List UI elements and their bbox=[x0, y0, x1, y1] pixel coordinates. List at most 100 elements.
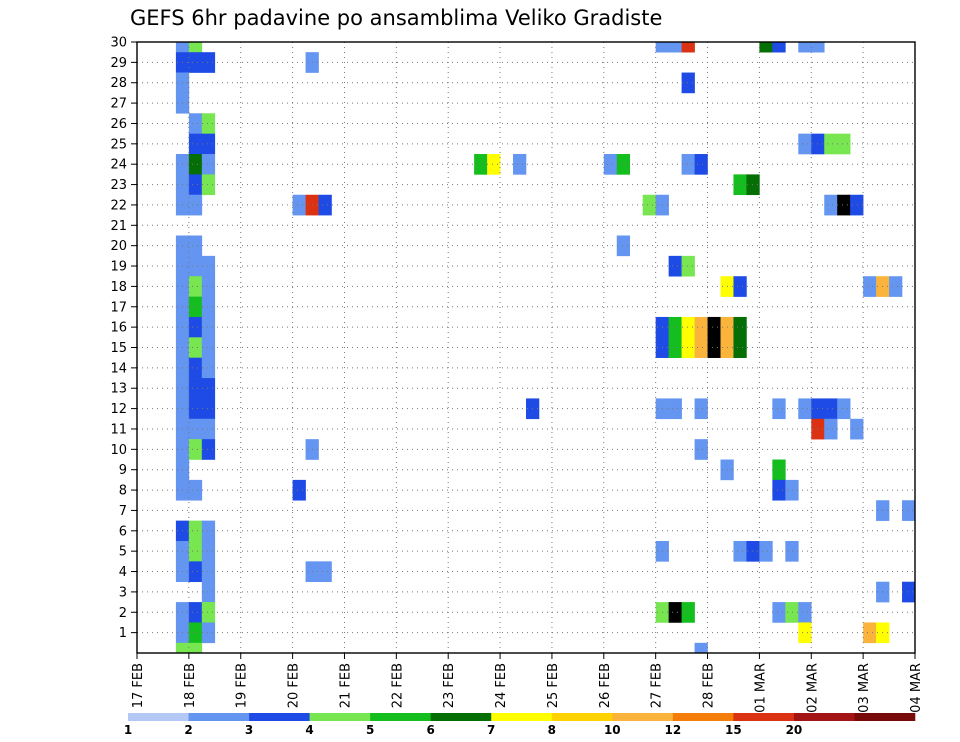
y-tick-label: 22 bbox=[110, 198, 127, 213]
heatmap-cell bbox=[681, 154, 695, 175]
heatmap-cell bbox=[798, 602, 812, 623]
heatmap-cell bbox=[201, 296, 216, 318]
heatmap-cell bbox=[188, 296, 203, 318]
x-tick-label: 18 FEB bbox=[183, 663, 198, 708]
heatmap-cell bbox=[188, 42, 203, 53]
y-tick-label: 30 bbox=[110, 36, 127, 51]
heatmap-cell bbox=[668, 316, 682, 338]
heatmap-cell bbox=[318, 194, 332, 216]
legend-swatch bbox=[370, 713, 431, 721]
heatmap-cell bbox=[681, 316, 695, 338]
x-tick-label: 17 FEB bbox=[131, 663, 146, 708]
y-tick-label: 26 bbox=[110, 117, 127, 132]
heatmap-cell bbox=[603, 154, 618, 175]
heatmap-cell bbox=[772, 459, 786, 481]
heatmap-cell bbox=[487, 154, 501, 175]
heatmap-cell bbox=[668, 398, 682, 420]
legend-label: 3 bbox=[245, 723, 253, 737]
y-tick-label: 5 bbox=[119, 545, 127, 560]
heatmap-cell bbox=[201, 540, 216, 562]
x-tick-label: 26 FEB bbox=[598, 663, 613, 708]
heatmap-cell bbox=[811, 42, 825, 53]
heatmap-cell bbox=[759, 42, 773, 53]
y-tick-label: 25 bbox=[110, 137, 127, 152]
heatmap-cell bbox=[798, 42, 812, 53]
heatmap-cell bbox=[850, 194, 864, 216]
heatmap-cell bbox=[733, 174, 747, 196]
heatmap-cell bbox=[694, 439, 708, 460]
heatmap-cell bbox=[785, 540, 799, 562]
heatmap-cell bbox=[694, 398, 708, 420]
x-tick-label: 21 FEB bbox=[338, 663, 353, 708]
heatmap-cell bbox=[318, 561, 332, 583]
heatmap-cell bbox=[668, 602, 682, 623]
heatmap-cell bbox=[201, 316, 216, 338]
x-tick-label: 24 FEB bbox=[494, 663, 509, 708]
x-tick-label: 04 MAR bbox=[909, 663, 924, 713]
heatmap-cell bbox=[201, 52, 216, 73]
chart-title: GEFS 6hr padavine po ansamblima Veliko G… bbox=[130, 6, 662, 30]
heatmap-cell bbox=[668, 337, 682, 358]
heatmap-cell bbox=[201, 378, 216, 399]
legend-label: 1 bbox=[124, 723, 132, 737]
x-tick-label: 01 MAR bbox=[753, 663, 768, 713]
legend-swatch bbox=[672, 713, 734, 721]
y-tick-label: 15 bbox=[110, 341, 127, 356]
heatmap-cell bbox=[694, 337, 708, 358]
heatmap-cell bbox=[201, 154, 216, 175]
heatmap-cell bbox=[681, 72, 695, 94]
heatmap-cell bbox=[188, 479, 203, 501]
heatmap-cell bbox=[694, 316, 708, 338]
heatmap-cell bbox=[681, 337, 695, 358]
heatmap-cell bbox=[772, 398, 786, 420]
heatmap-cell bbox=[863, 276, 877, 297]
heatmap-cell bbox=[188, 235, 203, 257]
heatmap-cell bbox=[798, 622, 812, 644]
heatmap-cell bbox=[188, 52, 203, 73]
heatmap-cell bbox=[785, 479, 799, 501]
heatmap-cell bbox=[694, 154, 708, 175]
legend-swatch bbox=[612, 713, 674, 721]
y-tick-label: 9 bbox=[119, 463, 127, 478]
y-tick-label: 4 bbox=[119, 565, 127, 580]
heatmap-cell bbox=[902, 581, 916, 603]
heatmap-cell bbox=[201, 113, 216, 134]
heatmap-cell bbox=[733, 540, 747, 562]
heatmap-cell bbox=[188, 357, 203, 379]
heatmap-cell bbox=[798, 133, 812, 155]
legend-label: 20 bbox=[786, 723, 803, 737]
heatmap-cell bbox=[759, 540, 773, 562]
heatmap-cell bbox=[824, 133, 838, 155]
x-tick-label: 02 MAR bbox=[805, 663, 820, 713]
heatmap-cell bbox=[474, 154, 488, 175]
heatmap-cell bbox=[188, 642, 203, 654]
legend-label: 7 bbox=[487, 723, 495, 737]
heatmap-cell bbox=[201, 622, 216, 644]
heatmap-cell bbox=[733, 276, 747, 297]
y-axis: 1234567891011121314151617181920212223242… bbox=[110, 36, 137, 641]
heatmap-cell bbox=[201, 174, 216, 196]
heatmap-cell bbox=[201, 133, 216, 155]
legend: 1 2 3 4 5 6 7 8 10 12 15 20 bbox=[124, 713, 916, 737]
heatmap-cell bbox=[188, 194, 203, 216]
x-tick-label: 19 FEB bbox=[235, 663, 250, 708]
legend-label: 2 bbox=[184, 723, 192, 737]
heatmap-cell bbox=[798, 398, 812, 420]
heatmap-cell bbox=[772, 602, 786, 623]
x-tick-label: 03 MAR bbox=[857, 663, 872, 713]
heatmap-cell bbox=[863, 622, 877, 644]
x-tick-label: 20 FEB bbox=[287, 663, 302, 708]
x-tick-label: 23 FEB bbox=[442, 663, 457, 708]
heatmap-cell bbox=[201, 561, 216, 583]
heatmap-cell bbox=[824, 418, 838, 440]
x-tick-label: 22 FEB bbox=[390, 663, 405, 708]
heatmap-cell bbox=[513, 154, 527, 175]
heatmap-cell bbox=[707, 316, 721, 338]
grid-lines bbox=[137, 41, 915, 653]
y-tick-label: 12 bbox=[110, 402, 127, 417]
heatmap-cell bbox=[681, 255, 695, 277]
heatmap-cell bbox=[201, 357, 216, 379]
x-tick-label: 27 FEB bbox=[650, 663, 665, 708]
heatmap-cell bbox=[201, 255, 216, 277]
